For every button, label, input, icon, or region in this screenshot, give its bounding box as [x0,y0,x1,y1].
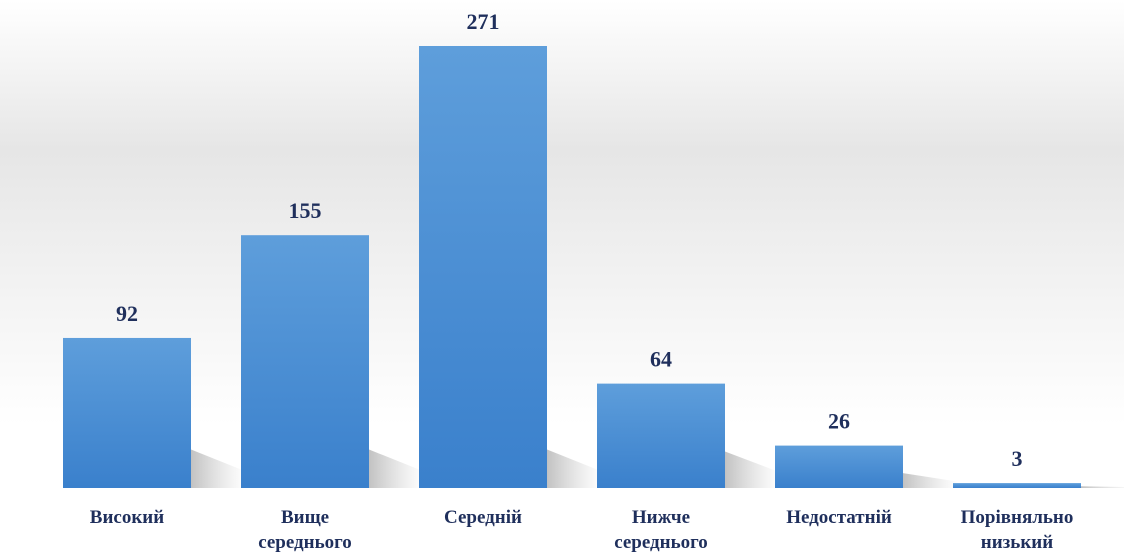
bar [953,483,1081,488]
bar-shadow [547,449,602,488]
value-label: 271 [467,9,500,34]
x-tick-label: Нижче середнього [614,507,708,553]
bar [775,445,903,488]
bar [597,383,725,488]
bar-shadow [725,451,780,488]
x-tick-label: Середній [444,507,522,528]
value-label: 3 [1012,446,1023,471]
x-tick-label: Вище середнього [258,507,352,553]
bar-shadow [191,449,246,488]
bar-shadow [1081,486,1124,488]
bar [63,337,191,488]
x-tick-label: Порівняльно низький [961,507,1074,553]
bar-shadow [369,449,424,488]
bar-shadow [903,473,958,488]
value-label: 26 [828,409,850,434]
x-tick-label: Недостатній [786,507,892,528]
value-label: 64 [650,347,672,372]
value-label: 92 [116,301,138,326]
bar [241,235,369,488]
value-label: 155 [289,198,322,223]
x-tick-label: Високий [90,507,164,528]
bar [419,46,547,488]
